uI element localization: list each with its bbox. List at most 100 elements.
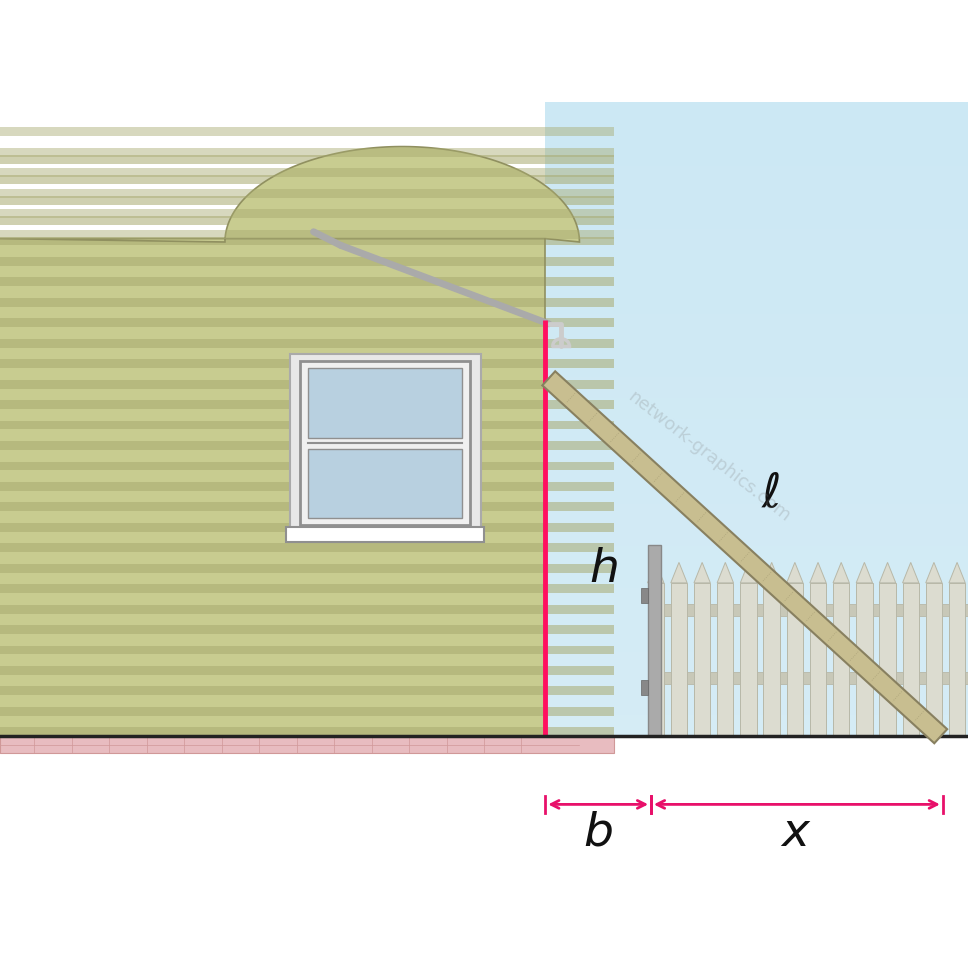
Bar <box>545 187 968 208</box>
Bar <box>925 583 942 737</box>
Bar <box>545 377 968 398</box>
Polygon shape <box>0 146 580 242</box>
Bar <box>545 398 968 419</box>
Polygon shape <box>925 562 942 583</box>
Bar <box>545 292 968 314</box>
Bar <box>648 604 968 617</box>
Bar <box>810 583 827 737</box>
Bar <box>545 715 968 737</box>
Bar <box>545 546 968 567</box>
Bar <box>545 166 968 187</box>
Bar <box>0 563 614 573</box>
Bar <box>0 229 614 238</box>
Bar <box>0 175 614 184</box>
Polygon shape <box>949 562 965 583</box>
Text: network-graphics.com: network-graphics.com <box>624 388 794 526</box>
Bar <box>0 196 614 204</box>
Bar <box>641 681 648 695</box>
Bar <box>0 209 614 218</box>
Bar <box>902 583 919 737</box>
Bar <box>0 646 614 654</box>
Bar <box>545 271 968 292</box>
Bar <box>0 168 614 177</box>
Polygon shape <box>787 562 803 583</box>
Bar <box>0 666 614 675</box>
Bar <box>717 583 734 737</box>
Bar <box>0 707 614 715</box>
Bar <box>545 103 968 737</box>
Bar <box>0 686 614 695</box>
Polygon shape <box>879 562 895 583</box>
Bar <box>0 379 614 388</box>
Bar <box>0 216 614 225</box>
Bar <box>641 589 648 603</box>
Bar <box>300 361 470 525</box>
Bar <box>0 441 614 450</box>
Polygon shape <box>833 562 849 583</box>
Bar <box>0 737 614 753</box>
Bar <box>308 448 462 518</box>
Text: $\ell$: $\ell$ <box>761 471 780 517</box>
Bar <box>0 298 614 307</box>
Bar <box>545 314 968 335</box>
Bar <box>0 727 614 737</box>
Polygon shape <box>764 562 780 583</box>
Bar <box>289 354 480 542</box>
Bar <box>545 651 968 673</box>
Bar <box>545 630 968 651</box>
Bar <box>0 625 614 634</box>
Bar <box>545 525 968 546</box>
Bar <box>0 257 614 266</box>
Text: $h$: $h$ <box>589 547 618 591</box>
Bar <box>879 583 895 737</box>
Bar <box>648 583 664 737</box>
Polygon shape <box>694 562 711 583</box>
Polygon shape <box>810 562 827 583</box>
Bar <box>545 503 968 525</box>
Bar <box>764 583 780 737</box>
Bar <box>0 359 614 368</box>
Polygon shape <box>542 372 947 743</box>
Polygon shape <box>717 562 734 583</box>
Bar <box>545 335 968 356</box>
Bar <box>0 128 614 136</box>
Bar <box>545 567 968 589</box>
Bar <box>0 421 614 430</box>
Bar <box>545 694 968 715</box>
Bar <box>671 583 687 737</box>
Bar <box>0 543 614 552</box>
Bar <box>545 229 968 250</box>
Bar <box>0 605 614 614</box>
Polygon shape <box>648 562 664 583</box>
Polygon shape <box>741 562 757 583</box>
Bar <box>0 236 614 246</box>
Bar <box>0 585 614 593</box>
Polygon shape <box>671 562 687 583</box>
Bar <box>0 482 614 491</box>
Text: $x$: $x$ <box>780 810 812 856</box>
Bar <box>0 155 614 164</box>
Bar <box>545 610 968 630</box>
Bar <box>545 440 968 462</box>
Bar <box>287 527 484 542</box>
Bar <box>0 523 614 531</box>
Bar <box>0 339 614 348</box>
Bar <box>648 545 661 737</box>
Bar <box>0 278 614 287</box>
Bar <box>545 419 968 440</box>
Text: $b$: $b$ <box>583 810 613 856</box>
Bar <box>0 462 614 470</box>
Bar <box>833 583 849 737</box>
Bar <box>787 583 803 737</box>
Bar <box>0 148 614 157</box>
Bar <box>545 144 968 166</box>
Bar <box>0 238 545 737</box>
Bar <box>0 189 614 197</box>
Bar <box>545 123 968 144</box>
Bar <box>545 673 968 694</box>
Bar <box>308 368 462 438</box>
Bar <box>545 250 968 271</box>
Bar <box>741 583 757 737</box>
Bar <box>545 462 968 483</box>
Bar <box>545 103 968 123</box>
